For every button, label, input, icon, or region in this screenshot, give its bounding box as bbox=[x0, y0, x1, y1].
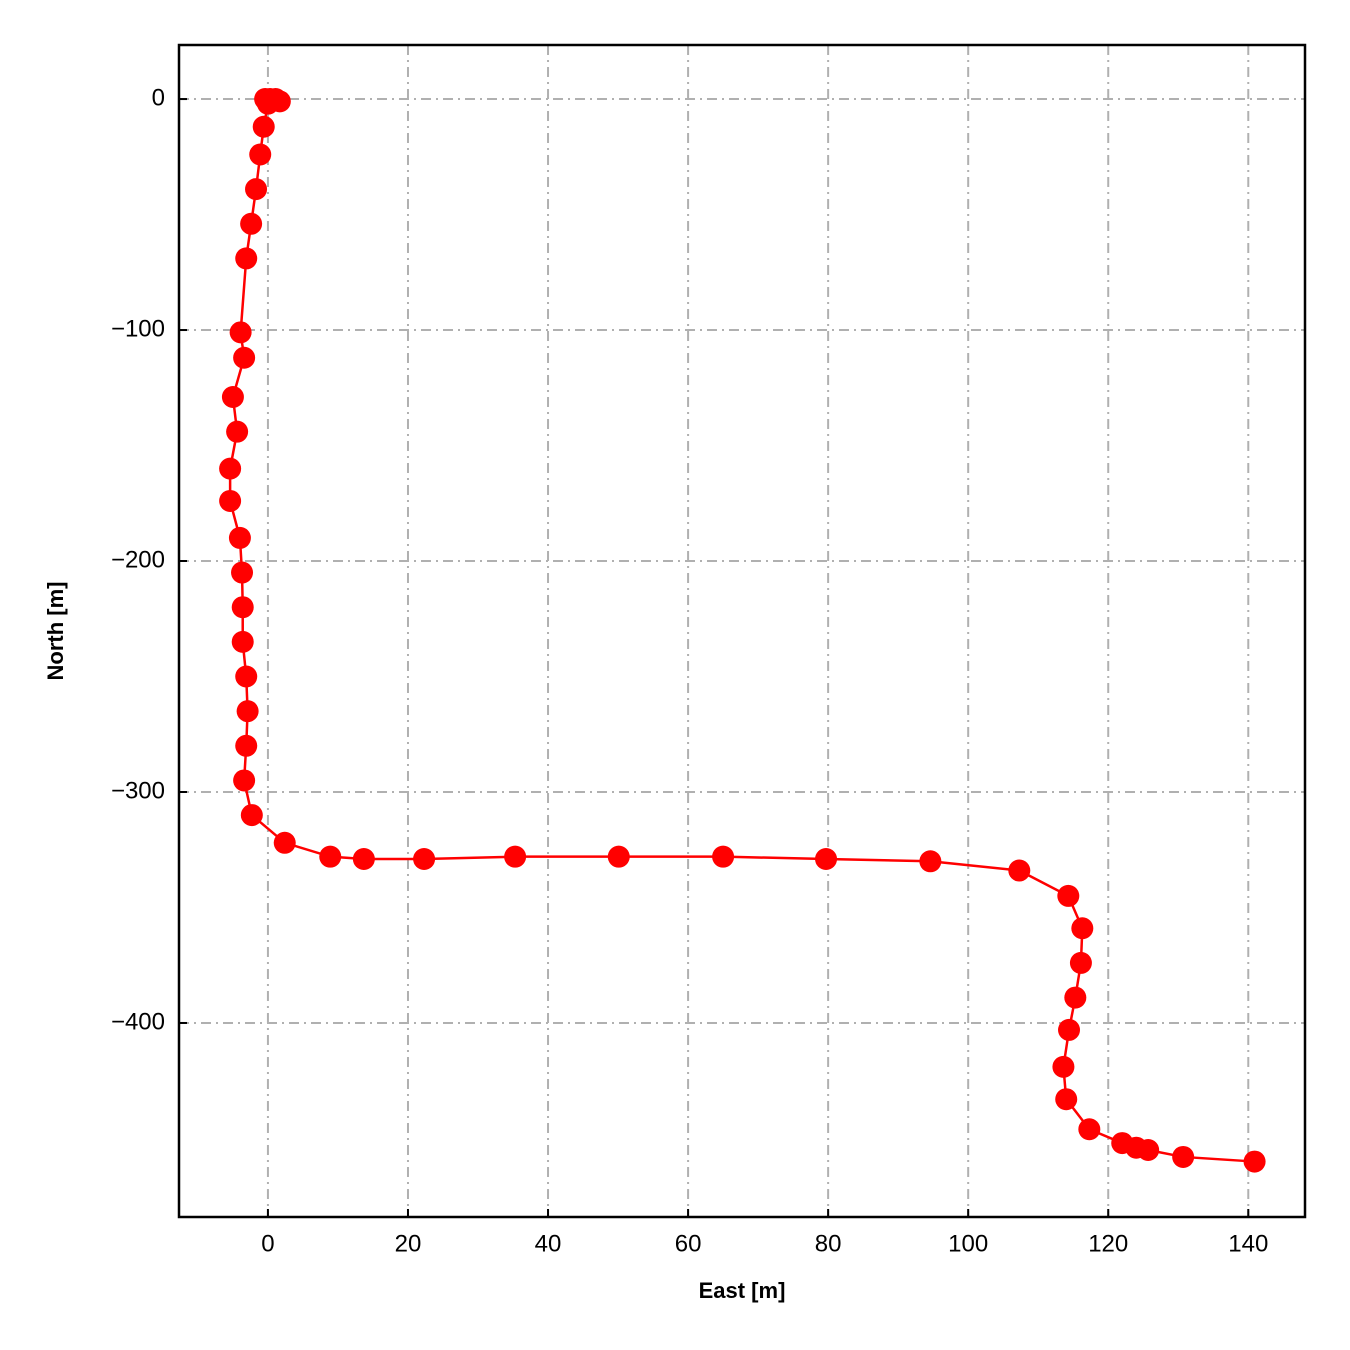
marker bbox=[1071, 917, 1094, 940]
marker bbox=[235, 734, 258, 757]
marker bbox=[252, 115, 275, 138]
marker bbox=[815, 847, 838, 870]
x-tick-label: 0 bbox=[261, 1230, 274, 1257]
marker bbox=[413, 847, 436, 870]
y-tick-label: 0 bbox=[152, 84, 165, 111]
marker bbox=[233, 346, 256, 369]
marker bbox=[228, 526, 251, 549]
y-tick-label: −300 bbox=[111, 777, 165, 804]
y-tick-label: −400 bbox=[111, 1008, 165, 1035]
marker bbox=[1172, 1145, 1195, 1168]
x-tick-label: 80 bbox=[815, 1230, 842, 1257]
marker bbox=[919, 850, 942, 873]
x-tick-label: 120 bbox=[1088, 1230, 1128, 1257]
series-line bbox=[228, 97, 1255, 1163]
marker bbox=[231, 561, 254, 584]
marker bbox=[231, 630, 254, 653]
y-axis-label: North [m] bbox=[43, 582, 68, 681]
marker bbox=[1137, 1139, 1160, 1162]
marker bbox=[319, 845, 342, 868]
marker bbox=[1069, 951, 1092, 974]
marker bbox=[273, 831, 296, 854]
marker bbox=[240, 804, 263, 827]
x-tick-label: 20 bbox=[395, 1230, 422, 1257]
marker bbox=[1052, 1055, 1075, 1078]
marker bbox=[1058, 1018, 1081, 1041]
y-tick-label: −200 bbox=[111, 546, 165, 573]
x-tick-label: 40 bbox=[535, 1230, 562, 1257]
marker bbox=[1064, 986, 1087, 1009]
marker bbox=[226, 420, 249, 443]
x-tick-label: 60 bbox=[675, 1230, 702, 1257]
marker bbox=[504, 845, 527, 868]
x-tick-label: 140 bbox=[1228, 1230, 1268, 1257]
marker bbox=[240, 212, 263, 235]
marker bbox=[221, 386, 244, 409]
marker bbox=[607, 845, 630, 868]
marker bbox=[256, 92, 279, 115]
marker bbox=[235, 665, 258, 688]
marker bbox=[219, 457, 242, 480]
marker bbox=[236, 700, 259, 723]
marker bbox=[712, 845, 735, 868]
marker bbox=[249, 143, 272, 166]
marker bbox=[1057, 884, 1080, 907]
marker bbox=[231, 596, 254, 619]
plot-frame bbox=[177, 43, 1307, 1219]
marker bbox=[233, 769, 256, 792]
y-tick-label: −100 bbox=[111, 315, 165, 342]
marker bbox=[235, 247, 258, 270]
marker bbox=[219, 489, 242, 512]
marker bbox=[229, 321, 252, 344]
marker bbox=[1008, 859, 1031, 882]
marker bbox=[1078, 1118, 1101, 1141]
x-tick-label: 100 bbox=[948, 1230, 988, 1257]
marker bbox=[245, 178, 268, 201]
marker bbox=[1055, 1088, 1078, 1111]
marker bbox=[1243, 1150, 1266, 1173]
marker bbox=[352, 847, 375, 870]
x-axis-label: East [m] bbox=[699, 1278, 786, 1303]
